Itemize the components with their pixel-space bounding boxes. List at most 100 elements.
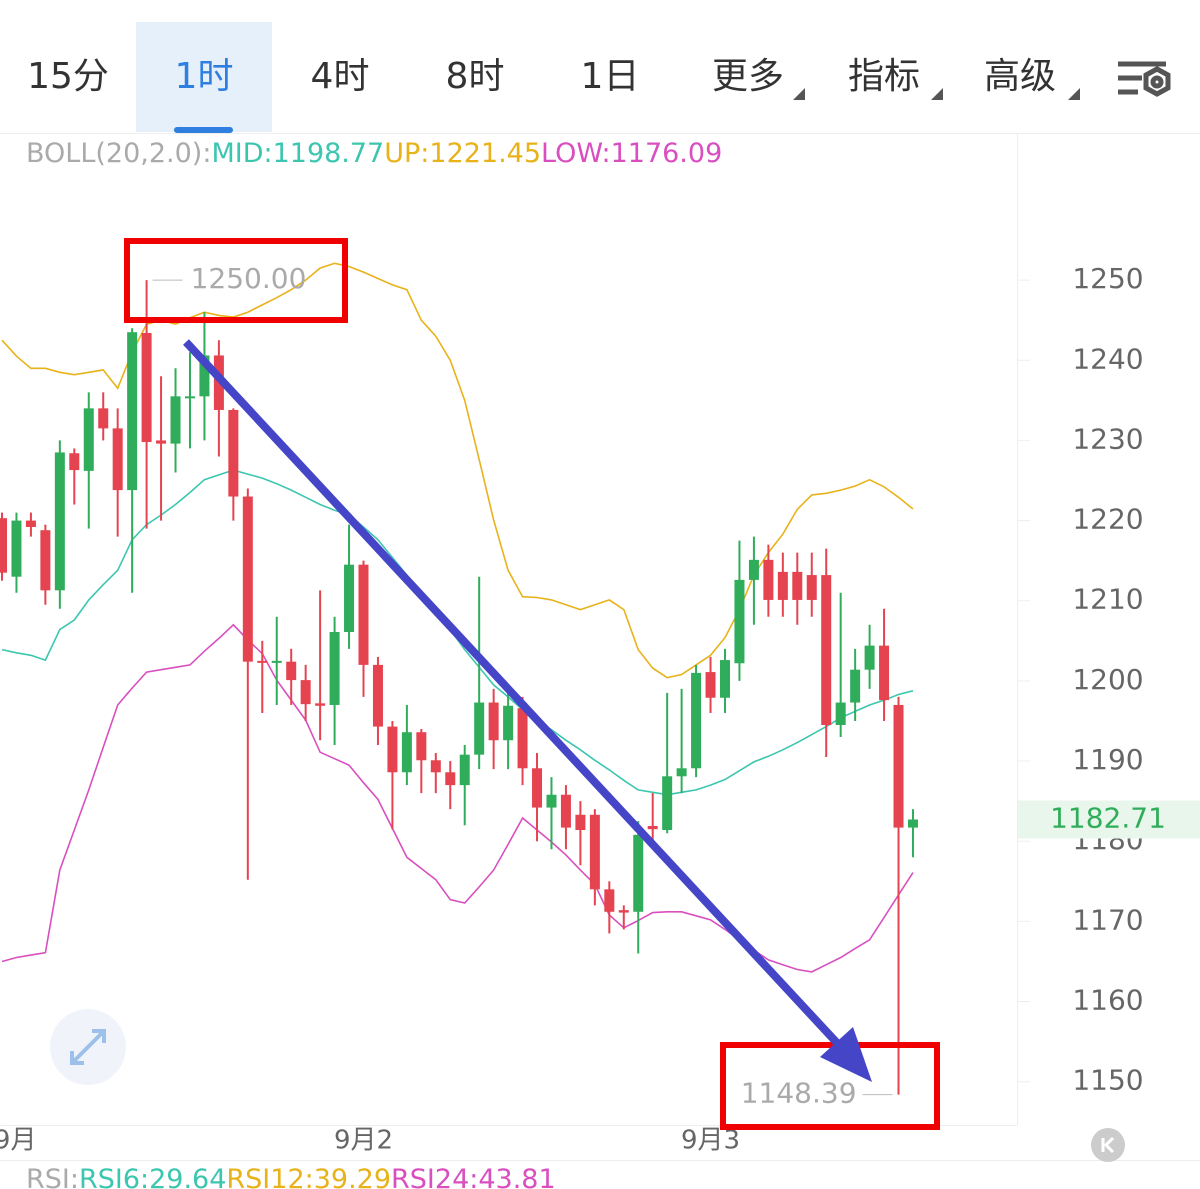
y-tick-label: 1170 <box>1072 903 1143 936</box>
candle-body <box>589 814 600 890</box>
candle-body <box>430 760 441 773</box>
candle-body <box>792 571 803 600</box>
candle-body <box>705 672 716 698</box>
candle-body <box>242 496 253 662</box>
candle-body <box>184 396 195 399</box>
tab[interactable]: 1时 <box>175 56 234 97</box>
candle-body <box>618 910 629 913</box>
candle-body <box>879 645 890 701</box>
candle-body <box>83 408 94 471</box>
candle-body <box>69 453 80 471</box>
x-tick-label: 9月3 <box>681 1126 740 1156</box>
tab[interactable]: 指标 <box>848 56 920 97</box>
tab[interactable]: 1日 <box>581 56 640 97</box>
boll-legend: BOLL(20,2.0):MID:1198.77UP:1221.45LOW:11… <box>26 138 722 169</box>
candle-body <box>907 819 918 828</box>
y-tick-label: 1190 <box>1072 743 1143 776</box>
candle-body <box>720 660 730 698</box>
legend-entry: RSI: <box>26 1164 79 1189</box>
x-tick-label: 9月2 <box>334 1126 393 1156</box>
y-tick-label: 1250 <box>1072 262 1143 295</box>
candle-body <box>228 409 239 497</box>
tab[interactable]: 更多 <box>712 56 784 97</box>
y-tick-label: 1220 <box>1072 503 1143 536</box>
candle-body <box>54 452 65 591</box>
legend-entry: MID:1198.77 <box>211 138 384 169</box>
candle-body <box>25 520 36 527</box>
candle-body <box>329 632 340 705</box>
dropdown-marks <box>793 88 1080 100</box>
candle-body <box>199 355 210 397</box>
tab[interactable]: 4时 <box>311 56 370 97</box>
candle-body <box>647 825 658 830</box>
boll-line <box>1 262 914 679</box>
candle-body <box>864 645 875 670</box>
candle-body <box>0 518 7 573</box>
candle-body <box>156 440 167 444</box>
legend-entry: RSI12:39.29 <box>226 1164 391 1189</box>
candle-body <box>98 408 109 429</box>
candle-body <box>777 571 788 600</box>
tab[interactable]: 15分 <box>27 56 109 97</box>
last-price-tag <box>1018 800 1200 839</box>
candle-body <box>141 333 152 443</box>
candle-body <box>40 530 51 591</box>
candle-body <box>835 702 846 725</box>
trend-arrow <box>183 339 841 1047</box>
candle-body <box>604 889 615 912</box>
last-price: 1182.71 <box>1050 802 1166 835</box>
candle-body <box>416 732 427 761</box>
overlay <box>124 238 940 1130</box>
tab[interactable]: 高级 <box>984 56 1056 97</box>
highlight-box <box>720 1042 940 1130</box>
candle-body <box>112 428 123 491</box>
candle-body <box>358 564 369 665</box>
y-tick-label: 1240 <box>1072 342 1143 375</box>
plot <box>0 262 918 1095</box>
candle-body <box>806 575 817 600</box>
candle-body <box>474 702 485 755</box>
candle-body <box>372 664 383 727</box>
candle-body <box>676 768 687 777</box>
candle-body <box>893 704 904 828</box>
candle-body <box>821 575 832 725</box>
candle-body <box>127 332 138 491</box>
fullscreen-icon <box>70 1029 106 1065</box>
active-tab-bg <box>136 22 272 132</box>
boll-line <box>1 623 914 973</box>
y-tick-label: 1200 <box>1072 663 1143 696</box>
active-tab-indicator <box>174 127 233 133</box>
candle-body <box>459 754 470 786</box>
scroll-latest-icon <box>1101 1136 1115 1154</box>
y-tick-label: 1150 <box>1072 1064 1143 1097</box>
candle-body <box>517 708 528 769</box>
candle-body <box>734 579 745 664</box>
min-label: 1148.39 <box>741 1077 857 1110</box>
max-label: 1250.00 <box>191 262 307 295</box>
candle-body <box>691 672 702 769</box>
x-tick-label: 9月 <box>0 1126 36 1156</box>
candle-body <box>532 768 543 808</box>
highlight-box <box>124 238 348 323</box>
candle-body <box>401 732 412 773</box>
candle-body <box>503 705 514 741</box>
candle-body <box>445 772 456 786</box>
candle-body <box>387 726 398 773</box>
legend-entry: UP:1221.45 <box>384 138 541 169</box>
candle-body <box>300 680 311 705</box>
candle-body <box>11 520 22 577</box>
y-tick-label: 1230 <box>1072 422 1143 455</box>
candle-body <box>170 396 181 444</box>
settings-icon[interactable] <box>1118 61 1171 97</box>
candle-body <box>662 776 673 831</box>
candle-body <box>344 564 355 633</box>
candle-body <box>286 661 297 681</box>
candle-body <box>575 814 586 831</box>
candle-body <box>257 660 268 663</box>
tab[interactable]: 8时 <box>446 56 505 97</box>
legend-entry: BOLL(20,2.0): <box>26 138 211 169</box>
legend-entry: RSI24:43.81 <box>391 1164 556 1189</box>
legend-entry: RSI6:29.64 <box>79 1164 226 1189</box>
candle-body <box>560 794 571 828</box>
